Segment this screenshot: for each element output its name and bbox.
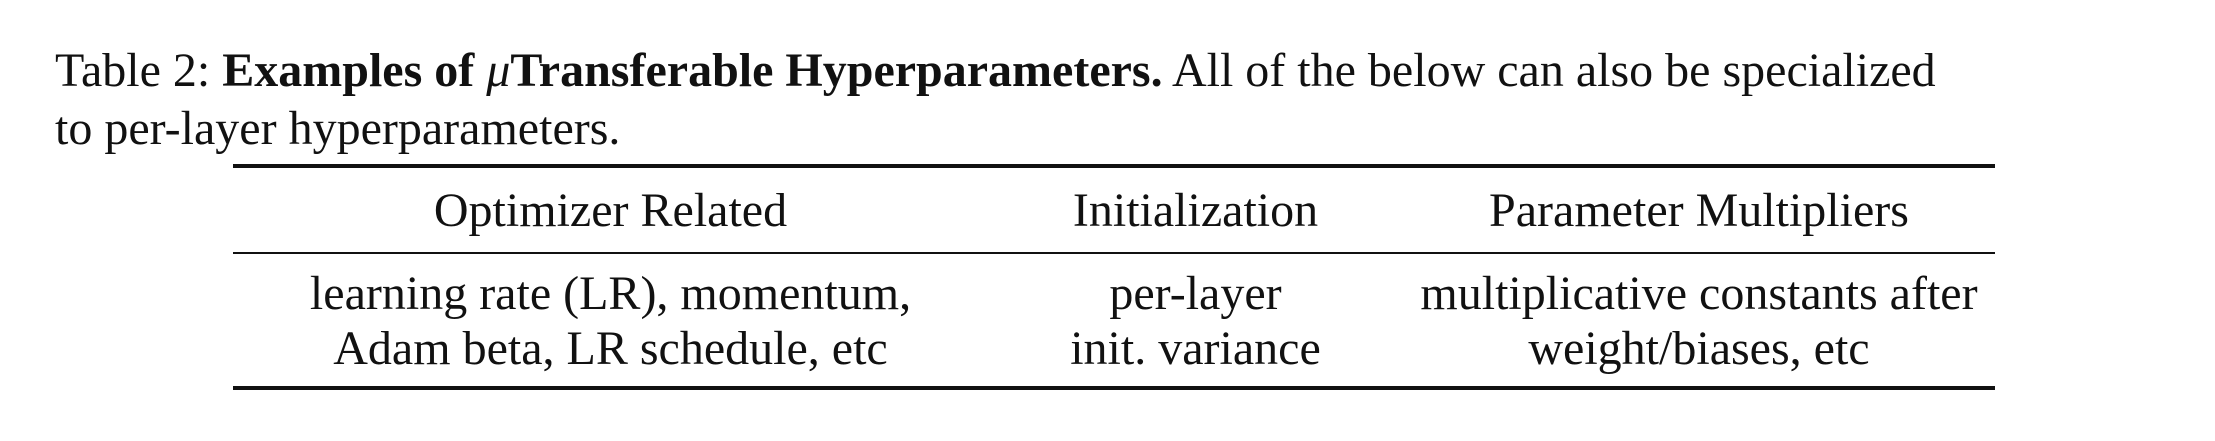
header-parameter-multipliers: Parameter Multipliers (1489, 183, 1909, 237)
cell-line: init. variance (1070, 322, 1321, 375)
caption-line-2: to per-layer hyperparameters. (55, 102, 621, 155)
table-header-row: Optimizer Related Initialization Paramet… (233, 168, 1995, 252)
header-optimizer-related: Optimizer Related (433, 183, 788, 237)
cell-initialization: per-layer init. variance (988, 266, 1403, 386)
cell-line: Adam beta, LR schedule, etc (333, 322, 888, 375)
cell-line: multiplicative constants after (1420, 267, 1978, 320)
cell-line: per-layer (1109, 267, 1282, 320)
caption-title-prefix: Examples of (222, 44, 487, 97)
mid-rule (233, 252, 1995, 254)
table-row: learning rate (LR), momentum, Adam beta,… (233, 254, 1995, 386)
hyperparameter-table: Optimizer Related Initialization Paramet… (233, 164, 1995, 390)
caption-text-1: All of the below can also be specialized (1171, 44, 1936, 97)
cell-optimizer-related: learning rate (LR), momentum, Adam beta,… (233, 266, 988, 386)
cell-parameter-multipliers: multiplicative constants after weight/bi… (1403, 266, 1995, 386)
header-initialization: Initialization (1072, 183, 1319, 237)
cell-line: learning rate (LR), momentum, (309, 267, 912, 320)
caption-title: Examples of μTransferable Hyperparameter… (222, 44, 1162, 97)
caption-line-1: Table 2: Examples of μTransferable Hyper… (55, 42, 2195, 100)
cell-line: weight/biases, etc (1528, 322, 1870, 375)
table-caption: Table 2: Examples of μTransferable Hyper… (55, 42, 2195, 158)
caption-title-suffix: Transferable Hyperparameters. (510, 44, 1163, 97)
caption-title-mu: μ (486, 44, 511, 97)
bottom-rule (233, 386, 1995, 390)
caption-label: Table 2: (55, 44, 211, 97)
top-rule (233, 164, 1995, 168)
